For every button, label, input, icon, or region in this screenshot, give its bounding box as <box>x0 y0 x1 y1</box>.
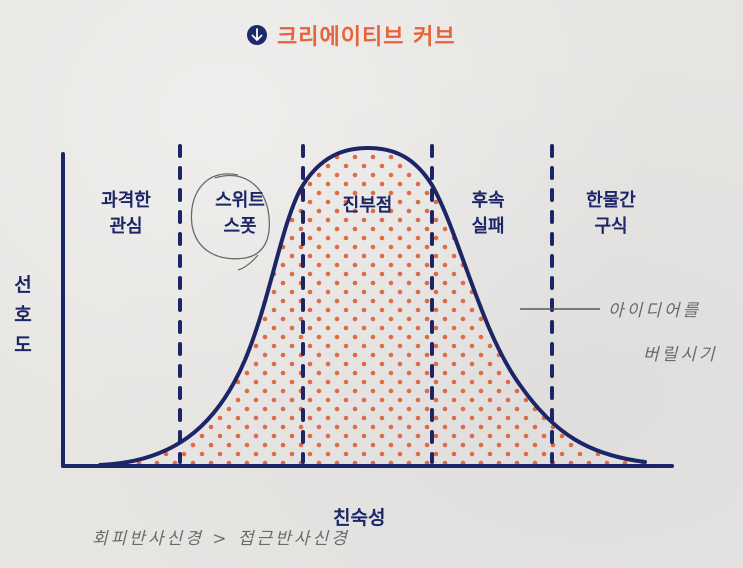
bell-curve <box>98 145 647 467</box>
handwritten-note-line1: 아이디어를 <box>608 301 702 321</box>
segment-label-outdated: 한물간 구식 <box>586 190 636 237</box>
handwritten-circle-tail <box>237 254 259 271</box>
segment-label-sweet-spot: 스위트 스폿 <box>215 190 265 237</box>
title-text: 크리에이티브 커브 <box>277 25 456 50</box>
y-axis-label: 선 호 도 <box>14 274 32 356</box>
diagram-title: 크리에이티브 커브 <box>247 20 456 50</box>
down-arrow-circle-icon <box>247 25 267 45</box>
segment-label-saturation-point: 진부점 <box>342 195 393 216</box>
handwritten-note-line2: 버릴시기 <box>643 345 718 365</box>
curve-fill <box>100 148 645 465</box>
segment-label-radical-interest: 과격한 관심 <box>101 190 151 237</box>
x-axis-label: 친숙성 <box>333 507 386 529</box>
handwritten-circle <box>190 173 271 260</box>
handwritten-note-bottom: 회피반사신경 > 접근반사신경 <box>92 529 350 549</box>
segment-label-follow-up-failure: 후속 실패 <box>471 190 505 237</box>
